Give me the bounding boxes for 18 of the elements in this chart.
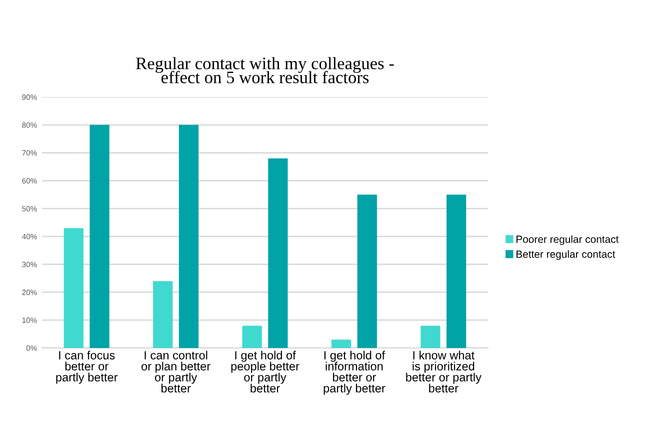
bar xyxy=(331,340,352,348)
bar xyxy=(357,194,377,348)
bar xyxy=(420,326,440,348)
bar xyxy=(268,158,288,348)
x-tick-label: I know what is prioritized better or partly better xyxy=(406,350,482,392)
x-tick-label: I can focus better or partly better xyxy=(56,350,118,384)
bar xyxy=(153,281,173,348)
x-tick-label: I get hold of people better or partly better xyxy=(231,350,300,392)
bar xyxy=(242,326,262,348)
chart-title: Regular contact with my colleagues - effect on 5 work result factors xyxy=(136,57,394,84)
x-tick-label: I can control or plan better or partly better xyxy=(142,350,210,392)
legend-label: Poorer regular contact xyxy=(516,235,619,245)
bar xyxy=(64,228,84,348)
bar xyxy=(178,124,199,348)
bar xyxy=(90,124,110,348)
x-tick-label: I get hold of information better or partly better xyxy=(324,350,386,395)
legend-label: Better regular contact xyxy=(516,250,616,260)
bar xyxy=(446,194,466,348)
